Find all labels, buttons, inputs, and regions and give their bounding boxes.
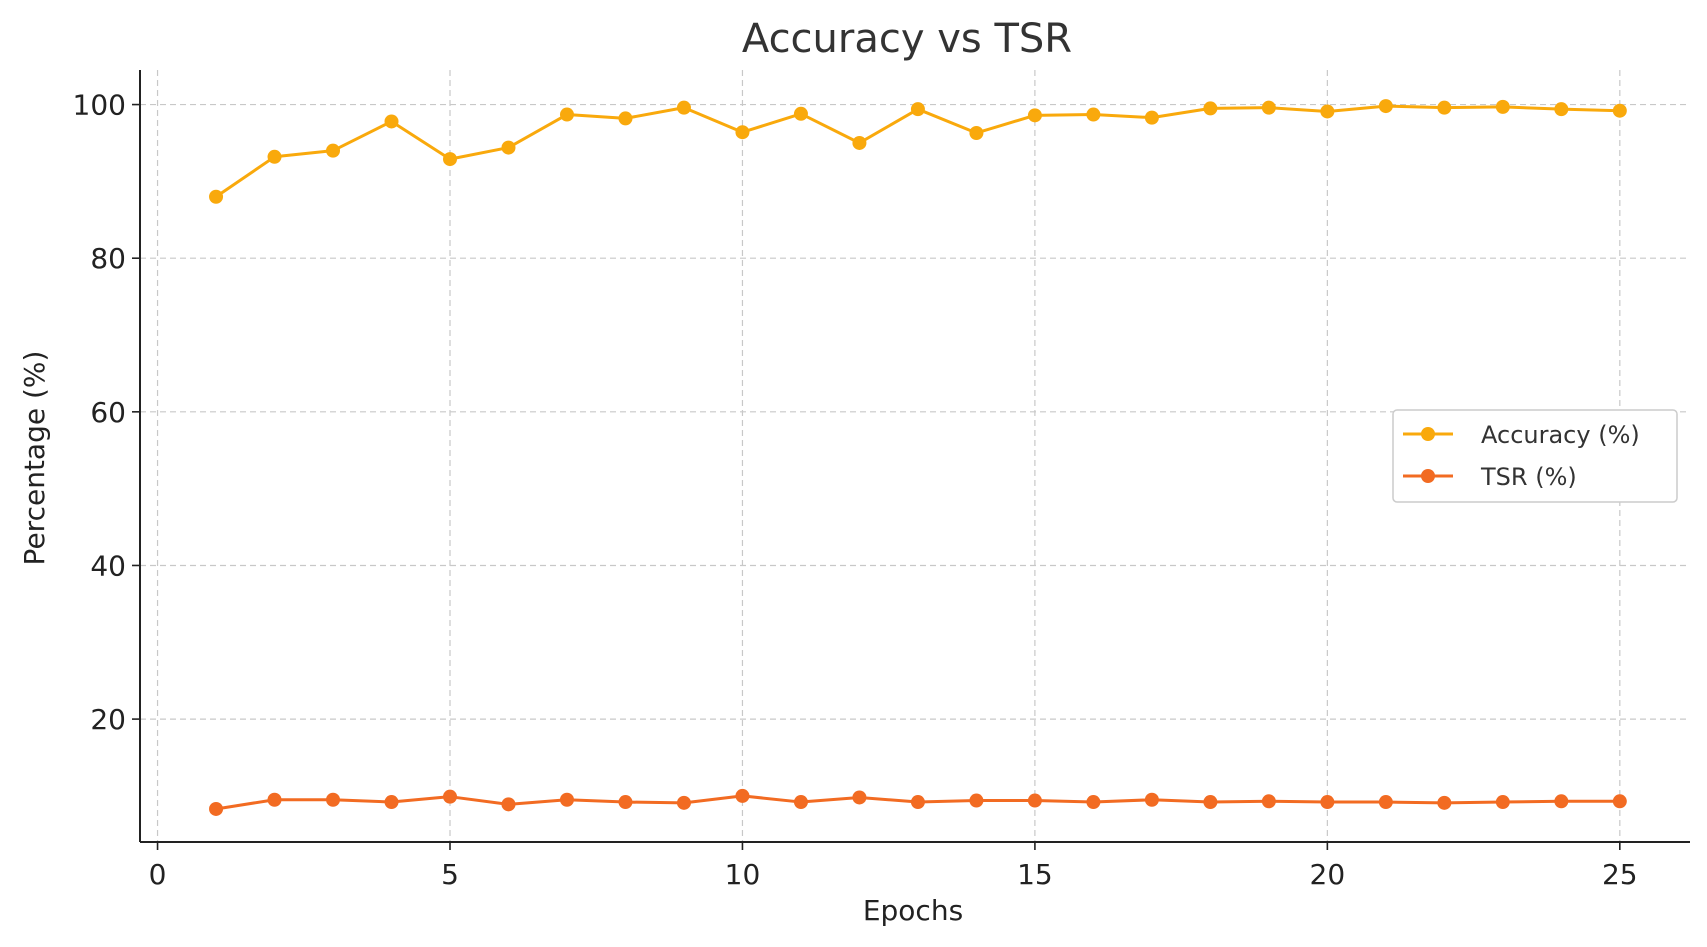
legend-box xyxy=(1392,409,1678,503)
data-point xyxy=(209,801,224,816)
data-point xyxy=(501,140,516,155)
data-point xyxy=(1027,108,1042,123)
y-tick-label: 40 xyxy=(90,549,126,582)
data-point xyxy=(910,102,925,117)
data-point xyxy=(1203,101,1218,116)
data-point xyxy=(384,114,399,129)
legend: Accuracy (%) TSR (%) xyxy=(1392,409,1678,503)
data-point xyxy=(384,795,399,810)
legend-swatch-marker xyxy=(1421,469,1435,483)
legend-swatch-marker xyxy=(1421,427,1435,441)
series-0 xyxy=(209,99,1627,204)
series-1 xyxy=(209,788,1627,816)
data-point xyxy=(969,125,984,140)
data-point xyxy=(1378,99,1393,114)
data-point xyxy=(1495,99,1510,114)
data-point xyxy=(1378,795,1393,810)
data-point xyxy=(852,135,867,150)
y-tick-label: 60 xyxy=(90,396,126,429)
x-tick-label: 20 xyxy=(1310,858,1346,891)
data-point xyxy=(1086,795,1101,810)
data-point xyxy=(618,111,633,126)
x-tick-label: 10 xyxy=(725,858,761,891)
data-point xyxy=(443,789,457,804)
x-tick-label: 25 xyxy=(1602,858,1638,891)
series-line xyxy=(215,104,1620,198)
x-tick-label: 5 xyxy=(441,858,459,891)
data-point xyxy=(1320,104,1335,119)
legend-label: Accuracy (%) xyxy=(1481,421,1640,449)
data-point xyxy=(559,107,574,122)
y-tick-label: 80 xyxy=(90,242,126,275)
legend-item: Accuracy (%) xyxy=(1403,421,1640,449)
ticks: 0 5 10 15 20 25 20 40 60 80 100 xyxy=(73,89,1638,891)
legend-label: TSR (%) xyxy=(1480,463,1577,491)
x-axis-label: Epochs xyxy=(863,894,963,927)
data-point xyxy=(793,106,808,121)
data-point xyxy=(267,792,282,807)
data-point xyxy=(267,149,282,164)
data-point xyxy=(1027,793,1042,808)
data-point xyxy=(501,797,516,812)
data-point xyxy=(326,792,341,807)
legend-items: Accuracy (%) TSR (%) xyxy=(1403,421,1640,491)
data-point xyxy=(735,788,750,803)
data-point xyxy=(1554,102,1569,117)
data-point xyxy=(1437,100,1452,115)
data-point xyxy=(910,795,925,810)
data-point xyxy=(969,793,984,808)
data-point xyxy=(1144,792,1159,807)
y-axis-label: Percentage (%) xyxy=(18,351,51,566)
data-point xyxy=(793,795,808,810)
data-point xyxy=(209,189,224,204)
data-point xyxy=(676,795,691,810)
data-point xyxy=(326,143,341,158)
data-point xyxy=(1495,795,1510,810)
data-point xyxy=(1261,100,1276,115)
chart-title: Accuracy vs TSR xyxy=(742,16,1072,62)
data-point xyxy=(735,125,750,140)
legend-item: TSR (%) xyxy=(1403,463,1577,491)
data-point xyxy=(1086,107,1101,122)
data-point xyxy=(443,152,457,167)
data-point xyxy=(1554,794,1569,809)
data-point xyxy=(1261,794,1276,809)
x-tick-label: 15 xyxy=(1017,858,1053,891)
series xyxy=(209,99,1627,816)
data-point xyxy=(852,790,867,805)
data-point xyxy=(1320,795,1335,810)
data-point xyxy=(676,100,691,115)
axes xyxy=(139,70,1690,843)
data-point xyxy=(1612,794,1627,809)
x-tick-label: 0 xyxy=(149,858,167,891)
data-point xyxy=(1612,103,1627,118)
data-point xyxy=(1144,110,1159,125)
data-point xyxy=(1437,795,1452,810)
y-tick-label: 20 xyxy=(90,703,126,736)
data-point xyxy=(1203,795,1218,810)
data-point xyxy=(559,792,574,807)
grid xyxy=(140,70,1690,842)
data-point xyxy=(618,795,633,810)
y-tick-label: 100 xyxy=(73,89,126,122)
